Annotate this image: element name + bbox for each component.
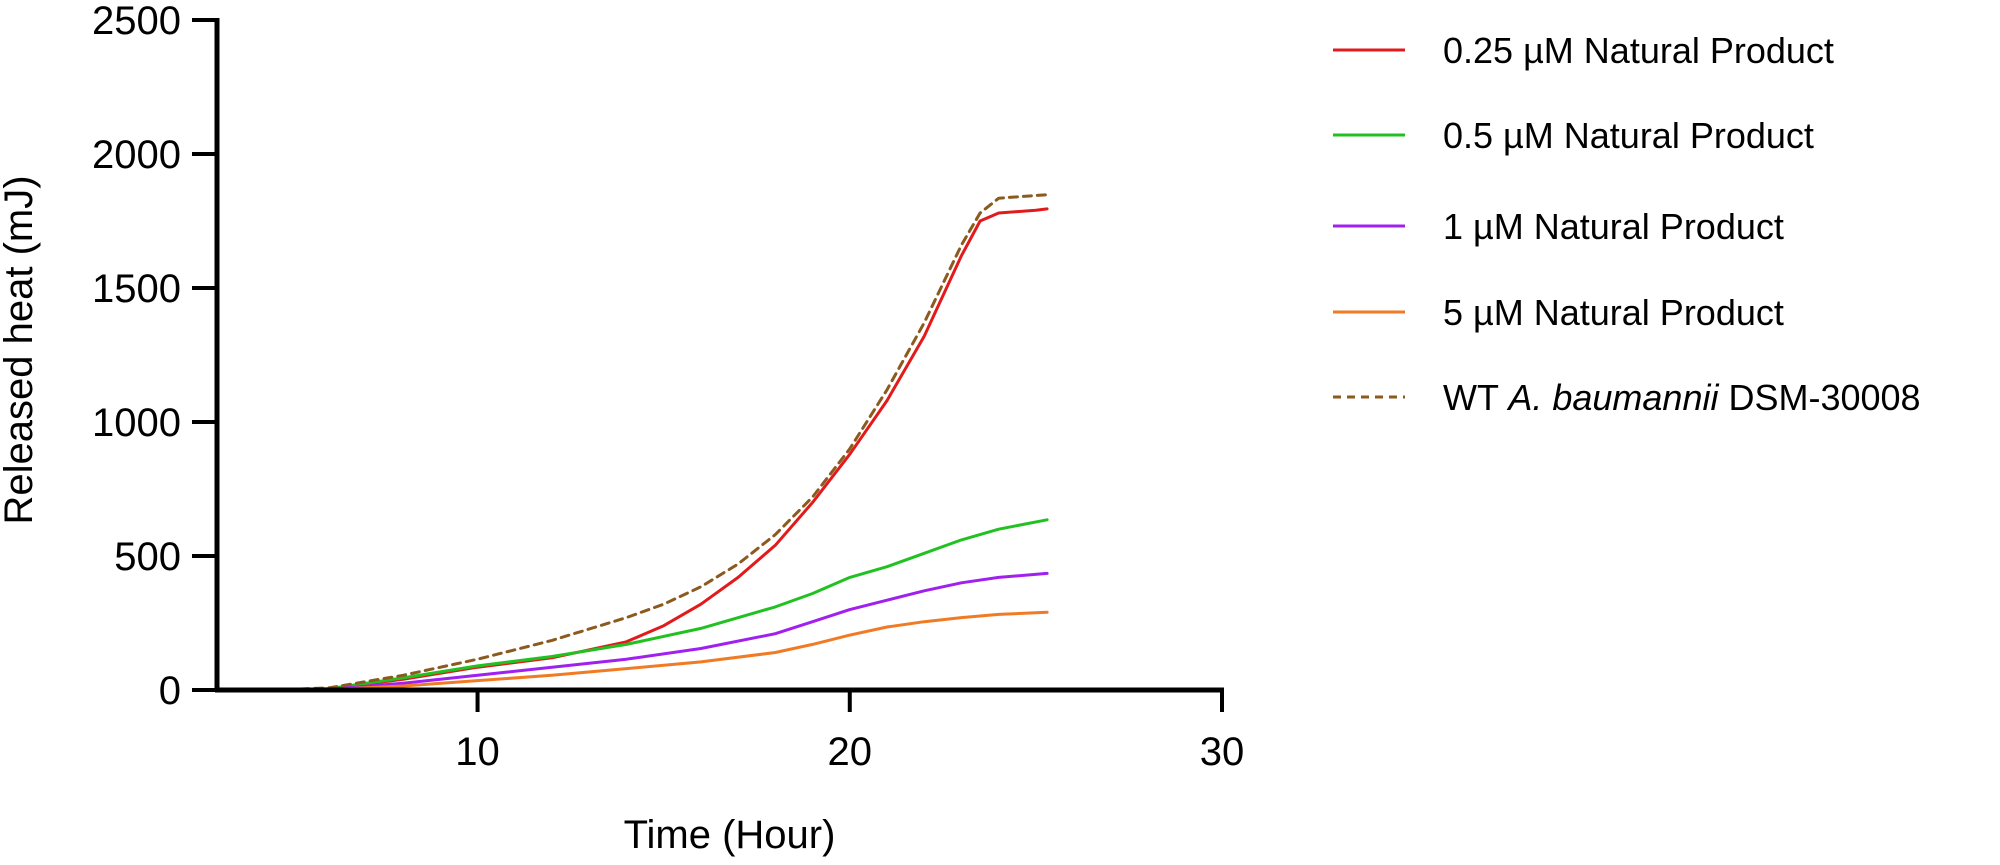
series-line-5 [271, 193, 1049, 692]
legend-label: WT A. baumannii DSM-30008 [1443, 377, 1921, 418]
y-tick-label: 500 [114, 535, 181, 579]
legend-label: 0.5 µM Natural Product [1443, 115, 1814, 156]
x-axis-title: Time (Hour) [624, 813, 836, 857]
legend-label: 5 µM Natural Product [1443, 292, 1784, 333]
series-line-2 [271, 518, 1049, 692]
legend-label: 0.25 µM Natural Product [1443, 30, 1834, 71]
legend-item: WT A. baumannii DSM-30008 [1333, 377, 1921, 418]
x-tick-label: 10 [455, 730, 500, 774]
axes [192, 18, 1224, 712]
y-tick-label: 2500 [92, 0, 181, 43]
y-tick-label: 1000 [92, 401, 181, 445]
y-tick-label: 2000 [92, 133, 181, 177]
legend-label: 1 µM Natural Product [1443, 206, 1784, 247]
series-line-1 [271, 207, 1049, 692]
plot-lines [271, 193, 1049, 692]
legend-item: 5 µM Natural Product [1333, 292, 1784, 333]
y-axis-title: Released heat (mJ) [0, 175, 41, 524]
x-tick-label: 30 [1200, 730, 1245, 774]
legend-item: 0.25 µM Natural Product [1333, 30, 1834, 71]
y-tick-label: 1500 [92, 267, 181, 311]
x-tick-label: 20 [828, 730, 873, 774]
series-line-4 [271, 610, 1049, 692]
legend: 0.25 µM Natural Product 0.5 µM Natural Pr… [1333, 30, 1921, 418]
legend-item: 1 µM Natural Product [1333, 206, 1784, 247]
legend-item: 0.5 µM Natural Product [1333, 115, 1814, 156]
tick-labels: 10 20 30 0 500 1000 1500 2000 2500 [92, 0, 1244, 774]
series-line-3 [271, 571, 1049, 692]
y-tick-label: 0 [159, 669, 181, 713]
